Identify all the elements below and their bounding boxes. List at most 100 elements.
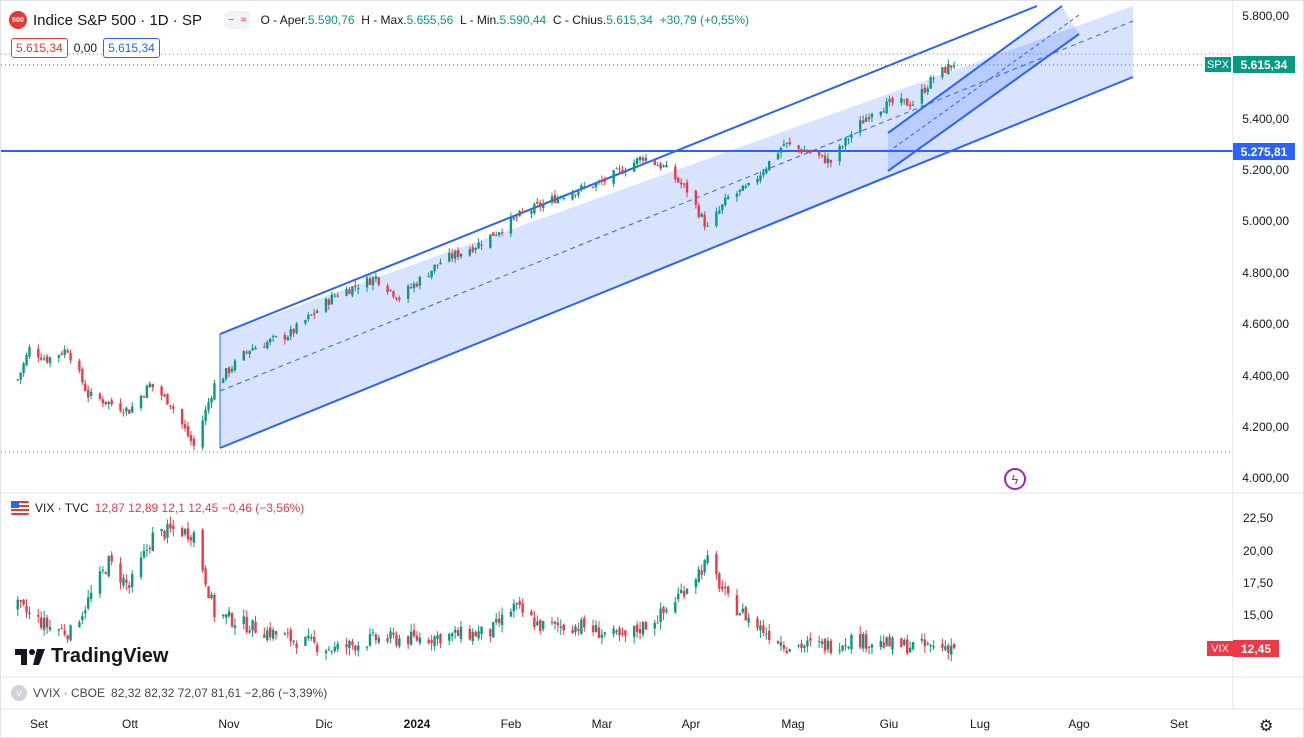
price-tick: 5.400,00 bbox=[1242, 112, 1289, 126]
candle-body bbox=[418, 637, 422, 644]
vix-tick: 17,50 bbox=[1243, 576, 1273, 590]
candle-body bbox=[474, 631, 477, 637]
candle-body bbox=[371, 277, 375, 286]
candle-body bbox=[201, 420, 204, 448]
candle-body bbox=[879, 640, 882, 648]
trade-price-boxes[interactable]: 5.615,34 0,00 5.615,34 bbox=[11, 38, 160, 58]
spx-price-tag-bg bbox=[1233, 56, 1295, 73]
candle-body bbox=[515, 603, 518, 605]
lightning-icon[interactable]: ϟ bbox=[1004, 468, 1026, 490]
candle-body bbox=[427, 276, 430, 278]
candle-body bbox=[747, 617, 750, 623]
candle-body bbox=[412, 283, 416, 289]
candle-body bbox=[920, 638, 924, 641]
candle-body bbox=[222, 378, 225, 384]
candle-body bbox=[697, 205, 700, 217]
candle-body bbox=[653, 622, 656, 629]
price-candles bbox=[16, 59, 956, 451]
symbol-legend[interactable]: 500 Indice S&P 500 · 1D · SP − ≈ O - Ape… bbox=[9, 11, 749, 29]
candle-body bbox=[145, 385, 149, 399]
candle-body bbox=[947, 645, 950, 653]
candle-body bbox=[718, 210, 721, 214]
candle-body bbox=[248, 350, 251, 355]
vix-legend[interactable]: VIX · TVC 12,87 12,89 12,1 12,45 −0,46 (… bbox=[11, 501, 304, 515]
legend-controls[interactable]: − ≈ bbox=[223, 11, 251, 29]
candle-body bbox=[230, 368, 234, 372]
candle-body bbox=[923, 87, 927, 93]
vix-title[interactable]: VIX · TVC bbox=[35, 501, 89, 515]
compare-icon[interactable]: ≈ bbox=[240, 14, 247, 26]
candle-body bbox=[22, 599, 25, 605]
candle-body bbox=[903, 99, 906, 101]
minus-icon[interactable]: − bbox=[227, 14, 235, 26]
price-axis[interactable]: 5.800,00 5.400,00 5.200,00 5.000,00 4.80… bbox=[1242, 9, 1289, 485]
vvix-title[interactable]: VVIX · CBOE bbox=[33, 686, 106, 700]
candle-body bbox=[612, 628, 615, 635]
candle-body bbox=[268, 627, 272, 638]
candle-body bbox=[888, 99, 891, 102]
short-channel-upper[interactable] bbox=[887, 5, 1063, 134]
candle-body bbox=[333, 646, 336, 652]
candle-body bbox=[665, 609, 668, 612]
candle-body bbox=[621, 169, 624, 174]
candle-body bbox=[227, 611, 231, 617]
candle-body bbox=[735, 193, 739, 197]
candle-body bbox=[847, 646, 850, 649]
candle-body bbox=[406, 636, 410, 645]
candle-body bbox=[448, 252, 451, 262]
candle-body bbox=[765, 633, 768, 635]
sell-price-button[interactable]: 5.615,34 bbox=[11, 38, 68, 58]
candle-body bbox=[492, 622, 495, 638]
level-price-tag-bg bbox=[1233, 143, 1295, 160]
candle-body bbox=[151, 532, 154, 552]
candle-body bbox=[304, 636, 307, 646]
candle-body bbox=[509, 217, 513, 234]
vvix-legend[interactable]: V VVIX · CBOE 82,32 82,32 72,07 81,61 −2… bbox=[11, 685, 327, 701]
candle-body bbox=[283, 633, 287, 635]
candle-body bbox=[409, 631, 413, 645]
candle-body bbox=[389, 289, 392, 291]
close-value: 5.615,34 bbox=[606, 13, 653, 27]
trend-channel-lower[interactable] bbox=[219, 76, 1134, 449]
candle-body bbox=[776, 153, 780, 160]
buy-price-button[interactable]: 5.615,34 bbox=[103, 38, 160, 58]
candle-body bbox=[145, 549, 149, 551]
time-tick: Lug bbox=[970, 717, 990, 731]
trend-channel-upper[interactable] bbox=[219, 5, 1038, 335]
candle-body bbox=[386, 638, 389, 642]
candle-body bbox=[248, 630, 251, 633]
candle-body bbox=[266, 630, 269, 641]
symbol-title[interactable]: Indice S&P 500 · 1D · SP bbox=[33, 11, 202, 29]
candle-body bbox=[286, 632, 290, 634]
candle-body bbox=[436, 635, 439, 640]
candle-body bbox=[101, 569, 105, 571]
tradingview-logo[interactable]: TradingView bbox=[15, 645, 168, 668]
candle-body bbox=[500, 614, 504, 626]
candle-body bbox=[829, 640, 833, 653]
time-axis[interactable]: Set Ott Nov Dic 2024 Feb Mar Apr Mag Giu… bbox=[30, 717, 1189, 731]
candle-body bbox=[78, 360, 81, 371]
candle-body bbox=[492, 232, 495, 236]
candle-body bbox=[882, 111, 885, 113]
candle-body bbox=[762, 625, 765, 634]
candle-body bbox=[128, 585, 131, 588]
candle-body bbox=[142, 550, 146, 558]
settings-gear-icon[interactable]: ⚙ bbox=[1259, 718, 1274, 735]
candle-body bbox=[415, 635, 419, 641]
trend-channel-fill bbox=[220, 6, 1133, 448]
candle-body bbox=[559, 196, 563, 199]
candle-body bbox=[345, 289, 348, 296]
candle-body bbox=[706, 555, 709, 563]
short-channel-lower[interactable] bbox=[887, 33, 1080, 172]
open-label: O - Aper. bbox=[260, 13, 308, 27]
candle-body bbox=[744, 607, 747, 621]
vix-axis[interactable]: 22,50 20,00 17,50 15,00 bbox=[1243, 511, 1273, 622]
candle-body bbox=[841, 645, 844, 651]
candle-body bbox=[227, 367, 231, 374]
candle-body bbox=[900, 98, 903, 104]
candle-body bbox=[186, 426, 190, 436]
candle-body bbox=[885, 101, 888, 114]
candle-body bbox=[908, 104, 912, 107]
candle-body bbox=[418, 276, 422, 286]
